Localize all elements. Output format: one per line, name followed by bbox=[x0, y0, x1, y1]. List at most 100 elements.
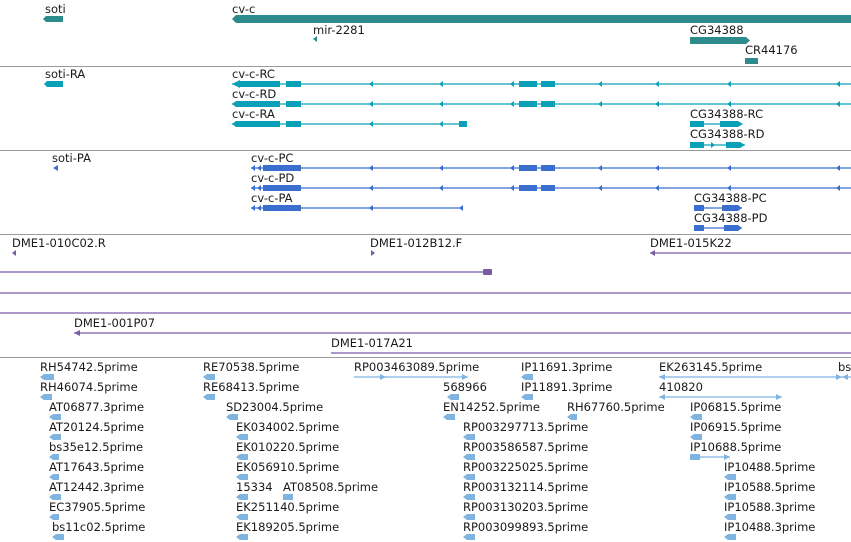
est-glyph[interactable] bbox=[203, 374, 215, 380]
cr44176-glyph[interactable] bbox=[745, 58, 758, 64]
est-label[interactable]: EN14252.5prime bbox=[443, 400, 540, 414]
est-glyph[interactable] bbox=[40, 394, 52, 400]
clone-label-dme1-012b12[interactable]: DME1-012B12.F bbox=[370, 236, 463, 250]
est-glyph[interactable] bbox=[203, 394, 215, 400]
est-label[interactable]: RP003132114.5prime bbox=[463, 480, 589, 494]
est-glyph[interactable] bbox=[236, 534, 248, 540]
est-glyph[interactable] bbox=[463, 534, 475, 540]
est-glyph[interactable] bbox=[690, 434, 702, 440]
cg34388-pc-glyph[interactable] bbox=[694, 205, 742, 211]
est-label[interactable]: IP11691.3prime bbox=[521, 360, 613, 374]
protein-label-cg34388-pc[interactable]: CG34388-PC bbox=[694, 191, 767, 205]
est-label[interactable]: RP003463089.5prime bbox=[354, 360, 480, 374]
est-glyph[interactable] bbox=[40, 374, 54, 380]
gene-label-mir-2281[interactable]: mir-2281 bbox=[313, 23, 365, 37]
est-label[interactable]: bs bbox=[838, 360, 851, 374]
est-glyph[interactable] bbox=[567, 414, 577, 420]
clone-label-dme1-015k22[interactable]: DME1-015K22 bbox=[650, 236, 732, 250]
est-glyph[interactable] bbox=[236, 514, 248, 520]
est-glyph[interactable] bbox=[690, 454, 730, 460]
est-glyph[interactable] bbox=[463, 454, 475, 460]
est-label[interactable]: 568966 bbox=[443, 380, 487, 394]
est-glyph[interactable] bbox=[521, 394, 533, 400]
est-label[interactable]: EK251140.5prime bbox=[236, 500, 340, 514]
est-glyph[interactable] bbox=[521, 374, 533, 380]
est-label[interactable]: IP11891.3prime bbox=[521, 380, 613, 394]
est-label[interactable]: EK034002.5prime bbox=[236, 420, 340, 434]
est-label[interactable]: RP003586587.5prime bbox=[463, 440, 589, 454]
transcript-label-cg34388-rc[interactable]: CG34388-RC bbox=[690, 107, 764, 121]
clone-label-dme1-010c02[interactable]: DME1-010C02.R bbox=[12, 236, 106, 250]
est-glyph[interactable] bbox=[52, 534, 64, 540]
gene-label-cr44176[interactable]: CR44176 bbox=[745, 43, 798, 57]
cv-c-pa-glyph[interactable] bbox=[251, 205, 463, 211]
gene-label-cg34388[interactable]: CG34388 bbox=[690, 23, 744, 37]
cg34388-rd-glyph[interactable] bbox=[690, 142, 745, 148]
est-label[interactable]: SD23004.5prime bbox=[226, 400, 324, 414]
est-glyph[interactable] bbox=[49, 414, 61, 420]
est-label[interactable]: AT17643.5prime bbox=[49, 460, 145, 474]
est-glyph[interactable] bbox=[236, 474, 248, 480]
est-glyph[interactable] bbox=[49, 434, 61, 440]
est-glyph[interactable] bbox=[463, 474, 475, 480]
est-label[interactable]: EC37905.5prime bbox=[49, 500, 146, 514]
gene-label-cv-c[interactable]: cv-c bbox=[232, 2, 256, 16]
est-label[interactable]: IP06815.5prime bbox=[690, 400, 782, 414]
est-glyph[interactable] bbox=[49, 514, 59, 520]
est-label[interactable]: RP003297713.5prime bbox=[463, 420, 589, 434]
est-glyph[interactable] bbox=[49, 454, 59, 460]
transcript-label-soti-ra[interactable]: soti-RA bbox=[45, 67, 86, 81]
est-glyph[interactable] bbox=[49, 494, 61, 500]
est-label[interactable]: RE70538.5prime bbox=[203, 360, 300, 374]
est-glyph[interactable] bbox=[443, 414, 455, 420]
est-glyph[interactable] bbox=[724, 474, 736, 480]
protein-label-cv-c-pa[interactable]: cv-c-PA bbox=[251, 191, 293, 205]
est-label[interactable]: 15334 bbox=[236, 480, 273, 494]
est-glyph[interactable] bbox=[236, 454, 248, 460]
est-label[interactable]: AT20124.5prime bbox=[49, 420, 145, 434]
cg34388-gene-glyph[interactable] bbox=[690, 37, 746, 44]
est-label[interactable]: RH54742.5prime bbox=[40, 360, 138, 374]
transcript-label-cg34388-rd[interactable]: CG34388-RD bbox=[690, 127, 765, 141]
est-glyph[interactable] bbox=[49, 474, 59, 480]
cv-c-pd-glyph[interactable] bbox=[251, 185, 851, 191]
soti-pa-glyph[interactable] bbox=[53, 165, 58, 171]
soti-ra-glyph[interactable] bbox=[47, 81, 63, 87]
clone-label-dme1-001p07[interactable]: DME1-001P07 bbox=[74, 316, 156, 330]
est-label[interactable]: RH46074.5prime bbox=[40, 380, 138, 394]
est-label[interactable]: RP003130203.5prime bbox=[463, 500, 589, 514]
protein-label-cg34388-pd[interactable]: CG34388-PD bbox=[694, 211, 768, 225]
est-glyph[interactable] bbox=[659, 374, 851, 380]
est-label[interactable]: RP003099893.5prime bbox=[463, 520, 589, 534]
est-label[interactable]: RP003225025.5prime bbox=[463, 460, 589, 474]
est-glyph[interactable] bbox=[463, 434, 475, 440]
est-glyph[interactable] bbox=[354, 374, 468, 380]
est-glyph[interactable] bbox=[236, 494, 293, 500]
clone-label-dme1-017a21[interactable]: DME1-017A21 bbox=[331, 336, 413, 350]
cg34388-rc-glyph[interactable] bbox=[690, 121, 743, 127]
est-label[interactable]: RH67760.5prime bbox=[567, 400, 665, 414]
est-glyph[interactable] bbox=[659, 394, 782, 400]
est-glyph[interactable] bbox=[724, 534, 736, 540]
transcript-label-cv-c-ra[interactable]: cv-c-RA bbox=[232, 107, 275, 121]
cv-c-gene-glyph[interactable] bbox=[236, 15, 851, 23]
est-label[interactable]: IP10688.5prime bbox=[690, 440, 782, 454]
transcript-label-cv-c-rc[interactable]: cv-c-RC bbox=[232, 67, 275, 81]
est-glyph[interactable] bbox=[724, 514, 736, 520]
est-glyph[interactable] bbox=[463, 494, 475, 500]
soti-gene-glyph[interactable] bbox=[46, 16, 63, 22]
long-clone-glyph[interactable] bbox=[0, 269, 492, 275]
dme1-015k22-glyph[interactable] bbox=[650, 250, 851, 256]
protein-label-soti-pa[interactable]: soti-PA bbox=[52, 151, 91, 165]
protein-label-cv-c-pc[interactable]: cv-c-PC bbox=[251, 151, 294, 165]
cv-c-pc-glyph[interactable] bbox=[251, 165, 851, 171]
est-label[interactable]: bs11c02.5prime bbox=[52, 520, 146, 534]
est-label[interactable]: IP06915.5prime bbox=[690, 420, 782, 434]
est-label[interactable]: bs35e12.5prime bbox=[49, 440, 144, 454]
mir-2281-glyph[interactable] bbox=[313, 36, 317, 42]
est-glyph[interactable] bbox=[226, 414, 238, 420]
est-label[interactable]: EK189205.5prime bbox=[236, 520, 340, 534]
est-glyph[interactable] bbox=[447, 394, 459, 400]
est-label[interactable]: IP10488.3prime bbox=[724, 520, 816, 534]
transcript-label-cv-c-rd[interactable]: cv-c-RD bbox=[232, 87, 277, 101]
